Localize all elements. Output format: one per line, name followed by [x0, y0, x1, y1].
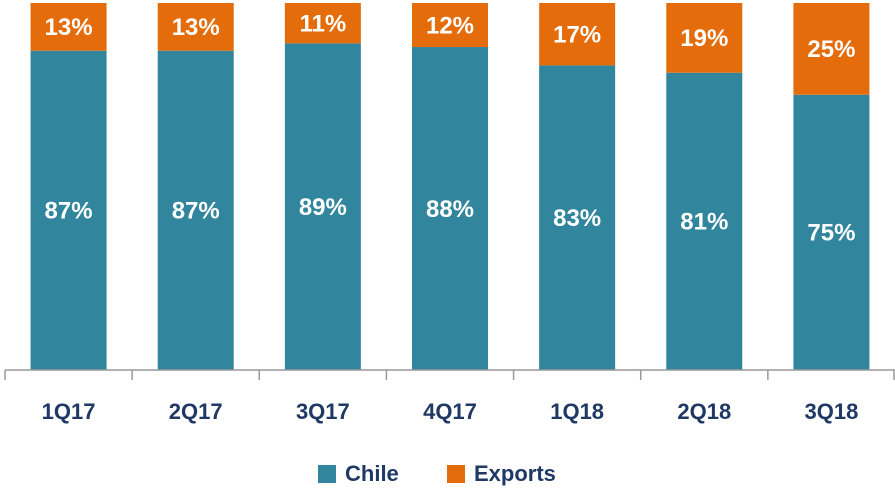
- x-tick-label: 2Q18: [677, 399, 731, 424]
- value-label: 17%: [553, 22, 601, 49]
- value-label: 81%: [680, 209, 728, 236]
- value-label: 87%: [172, 198, 220, 225]
- bar-segment: [539, 65, 616, 370]
- value-label: 13%: [172, 14, 220, 41]
- value-label: 19%: [680, 25, 728, 52]
- x-tick-label: 1Q17: [42, 399, 96, 424]
- x-tick-label: 4Q17: [423, 399, 477, 424]
- value-label: 87%: [45, 198, 93, 225]
- bar-segment: [30, 3, 107, 51]
- x-tick-label: 3Q17: [296, 399, 350, 424]
- bar-segment: [30, 50, 107, 371]
- value-label: 13%: [45, 14, 93, 41]
- bar-segment: [284, 43, 361, 371]
- value-label: 88%: [426, 196, 474, 223]
- bar-segment: [284, 3, 361, 44]
- value-label: 75%: [807, 220, 855, 247]
- value-label: 89%: [299, 194, 347, 221]
- bar-segment: [539, 3, 616, 66]
- legend-label: Chile: [345, 461, 399, 486]
- value-label: 11%: [299, 11, 346, 38]
- bar-segment: [793, 3, 870, 95]
- bar-segment: [666, 72, 743, 370]
- bar-segment: [412, 3, 488, 48]
- x-tick-label: 3Q18: [805, 399, 859, 424]
- value-label: 25%: [807, 36, 855, 63]
- bar-segment: [412, 47, 488, 370]
- bar-segment: [793, 94, 870, 370]
- bar-segment: [157, 3, 234, 51]
- bar-segment: [157, 50, 234, 371]
- legend-swatch: [447, 465, 465, 483]
- legend-swatch: [318, 465, 336, 483]
- x-tick-label: 2Q17: [169, 399, 223, 424]
- value-label: 83%: [553, 205, 601, 232]
- x-tick-label: 1Q18: [550, 399, 604, 424]
- legend-label: Exports: [474, 461, 556, 486]
- value-label: 12%: [426, 12, 474, 39]
- bar-segment: [666, 3, 743, 73]
